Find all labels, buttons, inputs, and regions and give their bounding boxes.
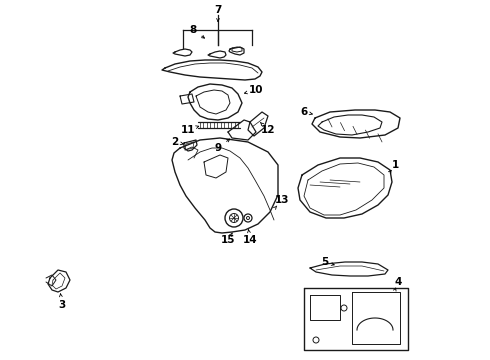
Text: 1: 1 [392,160,399,170]
Text: 15: 15 [221,235,235,245]
Text: 9: 9 [215,143,221,153]
Text: 8: 8 [189,25,196,35]
Text: 11: 11 [181,125,195,135]
Text: 13: 13 [275,195,289,205]
Text: 2: 2 [172,137,179,147]
Text: 4: 4 [394,277,402,287]
Text: 14: 14 [243,235,257,245]
Text: 3: 3 [58,300,66,310]
Text: 10: 10 [249,85,263,95]
Text: 6: 6 [300,107,308,117]
Text: 12: 12 [261,125,275,135]
Text: 7: 7 [214,5,221,15]
Text: 5: 5 [321,257,329,267]
